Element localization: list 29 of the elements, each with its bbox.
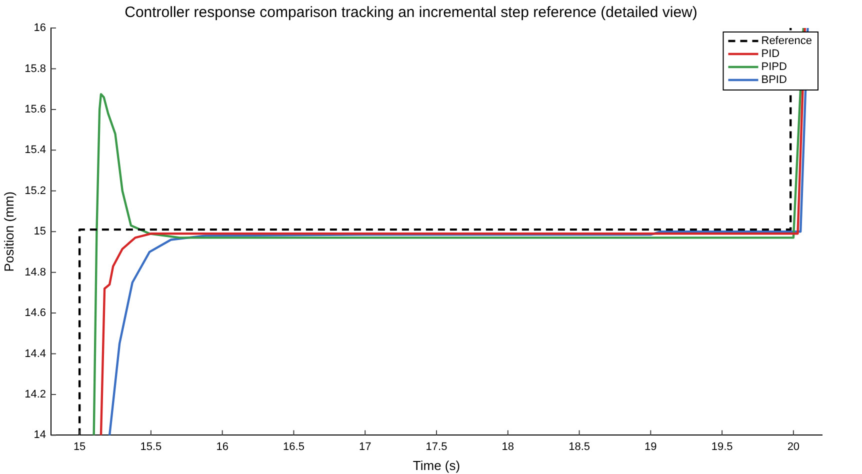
y-axis-title: Position (mm) bbox=[1, 192, 16, 272]
y-tick-label: 15.4 bbox=[24, 144, 46, 156]
x-tick-label: 17 bbox=[358, 440, 372, 453]
x-tick-label: 19 bbox=[644, 440, 657, 453]
x-tick-label: 16.5 bbox=[283, 440, 304, 453]
x-tick-label: 18 bbox=[502, 440, 514, 453]
x-tick-label: 15.5 bbox=[140, 440, 162, 453]
chart-title: Controller response comparison tracking an incremental step reference (detailed view) bbox=[124, 4, 698, 22]
legend-label: PIPD bbox=[761, 61, 787, 74]
y-tick-label: 14.2 bbox=[24, 388, 46, 401]
y-tick-label: 15.6 bbox=[24, 103, 46, 116]
x-tick-label: 20 bbox=[787, 440, 800, 453]
y-tick-label: 14.8 bbox=[24, 266, 46, 278]
y-tick-label: 14 bbox=[34, 429, 46, 442]
x-tick-label: 18.5 bbox=[568, 440, 590, 453]
y-tick-label: 15.8 bbox=[24, 62, 46, 75]
y-tick-label: 14.6 bbox=[24, 307, 46, 320]
x-tick-label: 17.5 bbox=[426, 440, 448, 453]
x-tick-label: 15 bbox=[73, 440, 86, 453]
legend-label: PID bbox=[761, 48, 780, 60]
x-tick-label: 16 bbox=[216, 440, 228, 453]
y-tick-label: 15.2 bbox=[24, 184, 46, 197]
legend-label: BPID bbox=[761, 74, 787, 86]
y-tick-label: 14.4 bbox=[24, 348, 46, 360]
x-tick-label: 19.5 bbox=[711, 440, 733, 453]
x-axis-title: Time (s) bbox=[412, 458, 460, 473]
y-tick-label: 15 bbox=[34, 226, 46, 238]
y-tick-label: 16 bbox=[34, 22, 46, 34]
legend-label: Reference bbox=[761, 35, 812, 48]
